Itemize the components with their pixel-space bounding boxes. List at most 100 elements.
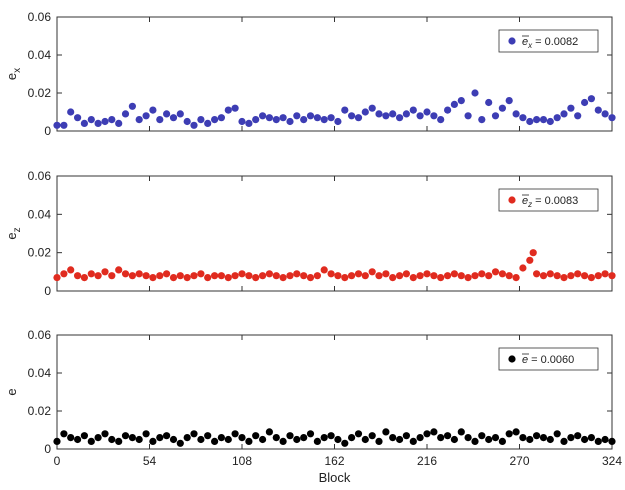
y-tick-label: 0 — [44, 442, 51, 456]
data-point — [587, 434, 596, 442]
data-point — [121, 432, 130, 440]
y-axis-label-subscript: x — [12, 68, 23, 73]
data-point — [450, 435, 458, 444]
data-point — [231, 104, 239, 112]
data-point — [320, 434, 328, 442]
data-point — [478, 432, 486, 440]
x-tick-label: 270 — [509, 454, 529, 468]
data-point — [519, 264, 527, 272]
legend-marker — [508, 355, 516, 363]
data-point — [67, 108, 75, 116]
data-point — [444, 106, 452, 114]
data-point — [402, 110, 410, 118]
legend-marker — [508, 37, 516, 45]
y-tick-label: 0.02 — [28, 404, 52, 418]
data-point — [135, 116, 143, 124]
data-point — [389, 110, 397, 118]
data-point — [529, 249, 537, 257]
data-point — [238, 117, 246, 126]
data-point — [183, 274, 191, 282]
legend-marker — [508, 196, 516, 204]
data-point — [553, 430, 561, 438]
data-point — [149, 437, 157, 445]
data-point — [300, 434, 308, 442]
data-point — [87, 116, 95, 124]
x-tick-label: 324 — [602, 454, 622, 468]
data-point — [279, 274, 287, 282]
data-point — [368, 104, 376, 112]
data-point — [512, 428, 520, 436]
data-point — [128, 434, 136, 442]
data-point — [211, 116, 219, 124]
data-point — [512, 274, 520, 282]
data-point — [176, 110, 184, 118]
data-point — [94, 272, 102, 280]
data-point — [608, 114, 616, 122]
data-point — [471, 272, 479, 280]
data-point — [224, 274, 232, 282]
data-point — [498, 270, 506, 278]
data-point — [265, 114, 273, 122]
data-point — [149, 106, 157, 114]
data-point — [306, 274, 315, 282]
data-point — [101, 117, 109, 126]
data-point — [423, 108, 431, 116]
data-point — [286, 432, 294, 440]
data-point — [60, 270, 68, 278]
data-point — [546, 435, 554, 444]
data-point — [80, 119, 88, 127]
data-point — [272, 116, 280, 124]
data-point — [183, 117, 191, 126]
data-point — [204, 119, 212, 127]
data-point — [581, 98, 589, 107]
data-point — [300, 272, 308, 280]
series-points — [53, 249, 616, 282]
data-point — [539, 116, 548, 124]
data-point — [211, 272, 219, 280]
data-point — [252, 274, 260, 282]
data-point — [108, 116, 116, 124]
data-point — [402, 432, 410, 440]
data-point — [341, 106, 349, 114]
data-point — [313, 114, 321, 122]
data-point — [286, 272, 294, 280]
data-point — [375, 110, 383, 118]
data-point — [87, 270, 95, 278]
data-point — [491, 268, 500, 276]
data-point — [272, 272, 280, 280]
data-point — [533, 116, 541, 124]
data-point — [74, 272, 82, 280]
data-point — [163, 110, 171, 118]
data-point — [574, 270, 582, 278]
data-point — [128, 272, 136, 280]
legend-label-subscript: z — [527, 200, 532, 209]
data-point — [108, 435, 116, 444]
panel-1: 0 0.02 0.04 0.06 ex ex = 0.0082 — [4, 10, 616, 138]
legend-box — [498, 29, 599, 53]
data-point — [320, 266, 328, 274]
data-point — [217, 114, 225, 122]
data-point — [375, 272, 383, 280]
data-point — [300, 116, 308, 124]
data-point — [313, 272, 321, 280]
legend-box — [498, 347, 599, 371]
data-point — [334, 435, 342, 444]
data-point — [265, 270, 273, 278]
data-point — [368, 268, 376, 276]
data-point — [416, 112, 424, 120]
data-point — [505, 97, 513, 105]
data-point — [526, 435, 534, 444]
data-point — [437, 274, 445, 282]
data-point — [74, 114, 82, 122]
legend-label: ez = 0.0083 — [522, 195, 578, 209]
data-point — [279, 437, 287, 445]
y-tick-label: 0.04 — [28, 366, 52, 380]
data-point — [396, 435, 404, 444]
data-point — [471, 89, 479, 97]
data-point — [334, 117, 342, 126]
data-point — [306, 430, 315, 438]
data-point — [505, 430, 513, 438]
y-tick-label: 0 — [44, 284, 51, 298]
data-point — [74, 435, 82, 444]
data-point — [245, 272, 253, 280]
